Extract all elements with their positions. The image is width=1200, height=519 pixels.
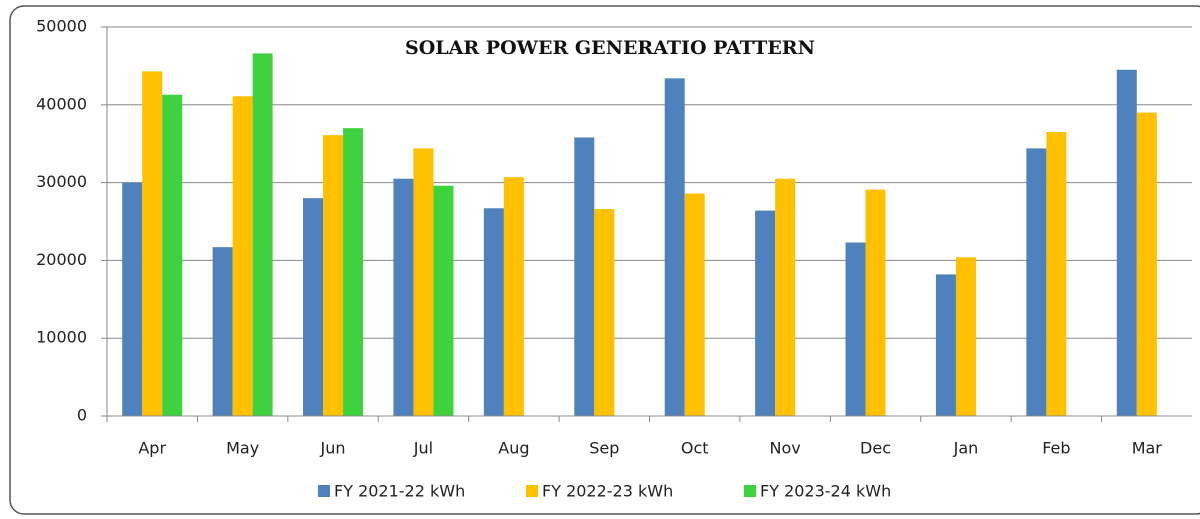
bar	[775, 178, 796, 416]
bar	[594, 209, 615, 416]
y-tick-label: 40000	[36, 94, 87, 113]
legend-swatch	[526, 485, 538, 497]
bar	[935, 274, 956, 416]
bar	[323, 135, 344, 416]
bar	[955, 257, 976, 416]
bar	[574, 137, 595, 416]
bar	[433, 185, 454, 416]
bar	[232, 96, 253, 416]
bar	[393, 178, 414, 416]
y-tick-label: 0	[77, 406, 87, 425]
x-tick-label: Apr	[138, 439, 166, 458]
bar	[1026, 148, 1047, 417]
y-tick-label: 20000	[36, 250, 87, 269]
y-tick-label: 30000	[36, 172, 87, 191]
bar	[845, 242, 866, 416]
x-tick-label: Mar	[1132, 439, 1163, 458]
bar	[664, 78, 685, 417]
bar	[343, 128, 364, 416]
x-tick-label: Sep	[589, 439, 619, 458]
bar	[684, 193, 705, 416]
chart-title: SOLAR POWER GENERATIO PATTERN	[405, 37, 815, 59]
bar	[142, 71, 163, 416]
x-tick-label: May	[226, 439, 259, 458]
bar	[212, 247, 233, 416]
bar	[1136, 112, 1157, 416]
x-tick-label: Jul	[413, 439, 433, 458]
bar	[755, 210, 776, 416]
x-tick-label: Jan	[953, 439, 979, 458]
bar	[1046, 132, 1067, 416]
bar	[303, 198, 324, 416]
bar	[162, 94, 183, 416]
x-tick-label: Nov	[770, 439, 801, 458]
legend-label: FY 2023-24 kWh	[760, 482, 891, 501]
bar	[252, 53, 273, 417]
bar	[413, 148, 434, 417]
x-tick-label: Oct	[681, 439, 709, 458]
legend-swatch	[744, 485, 756, 497]
x-tick-label: Jun	[320, 439, 346, 458]
bar	[503, 177, 524, 416]
bar	[483, 208, 504, 416]
y-tick-label: 50000	[36, 17, 87, 36]
y-tick-label: 10000	[36, 328, 87, 347]
bar	[865, 189, 886, 416]
legend-label: FY 2021-22 kWh	[334, 482, 465, 501]
legend-swatch	[318, 485, 330, 497]
x-tick-label: Dec	[860, 439, 891, 458]
bar	[1116, 69, 1137, 416]
legend-label: FY 2022-23 kWh	[542, 482, 673, 501]
x-tick-label: Aug	[498, 439, 529, 458]
bar	[122, 182, 143, 416]
x-tick-label: Feb	[1042, 439, 1070, 458]
